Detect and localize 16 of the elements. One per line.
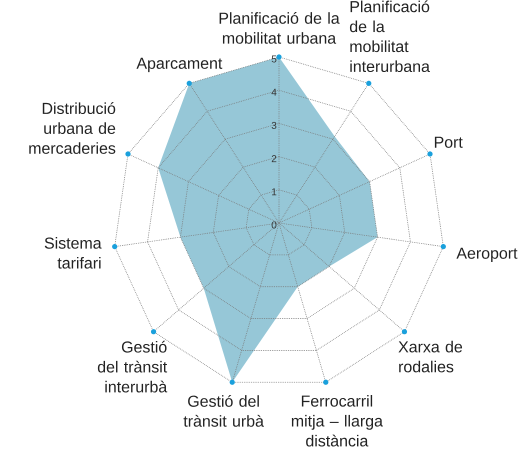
spoke-label: Gestió del trànsit interurbà — [98, 340, 168, 393]
spoke-label: Ferrocarril mitja – llarga distància — [292, 394, 383, 447]
spoke-label: Aparcament — [136, 58, 222, 72]
spoke-label: Xarxa de rodalies — [398, 340, 462, 372]
y-tick-label: 1 — [272, 188, 276, 196]
spoke-label: Port — [434, 136, 463, 148]
spoke-label: Planificació de la mobilitat interurbana — [350, 0, 430, 72]
y-tick-label: 0 — [272, 221, 276, 229]
y-tick-label: 2 — [272, 155, 276, 162]
spoke-label: Planificació de la mobilitat urbana — [220, 12, 340, 44]
y-tick-label: 4 — [272, 88, 277, 96]
spoke-label: Gestió del trànsit urbà — [184, 394, 264, 427]
spoke-label: Distribució urbana de mercaderies — [29, 102, 116, 154]
y-tick-label: 3 — [272, 122, 276, 129]
spoke-label: Aeroport — [456, 248, 518, 262]
spoke-label: Sistema tarifari — [44, 237, 102, 269]
